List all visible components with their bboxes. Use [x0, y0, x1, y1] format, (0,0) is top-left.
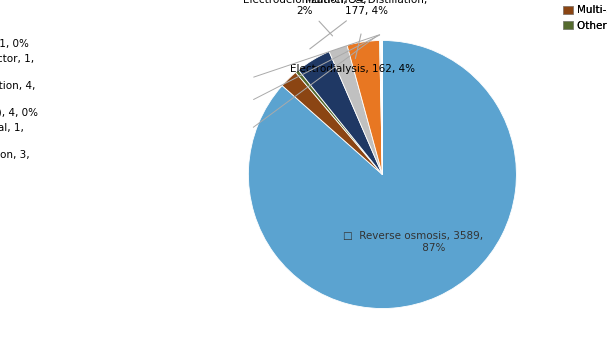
- Text: Electrodialysis, 162, 4%: Electrodialysis, 162, 4%: [290, 34, 415, 74]
- Wedge shape: [379, 40, 382, 174]
- Text: Multi-effect Distillation,
177, 4%: Multi-effect Distillation, 177, 4%: [305, 0, 427, 49]
- Wedge shape: [329, 45, 382, 174]
- Wedge shape: [381, 40, 382, 174]
- Wedge shape: [381, 40, 382, 174]
- Wedge shape: [248, 40, 517, 309]
- Text: □  Reverse osmosis, 3589,
             87%: □ Reverse osmosis, 3589, 87%: [342, 231, 483, 253]
- Legend: Multi-stage Flash, 93,  2%, Others/Unknown, 18, 1%: Multi-stage Flash, 93, 2%, Others/Unknow…: [563, 6, 607, 31]
- Wedge shape: [296, 70, 382, 174]
- Wedge shape: [347, 40, 382, 174]
- Wedge shape: [299, 52, 382, 174]
- Text: Electrodeionization, 94,
2%: Electrodeionization, 94, 2%: [243, 0, 367, 36]
- Wedge shape: [282, 72, 382, 174]
